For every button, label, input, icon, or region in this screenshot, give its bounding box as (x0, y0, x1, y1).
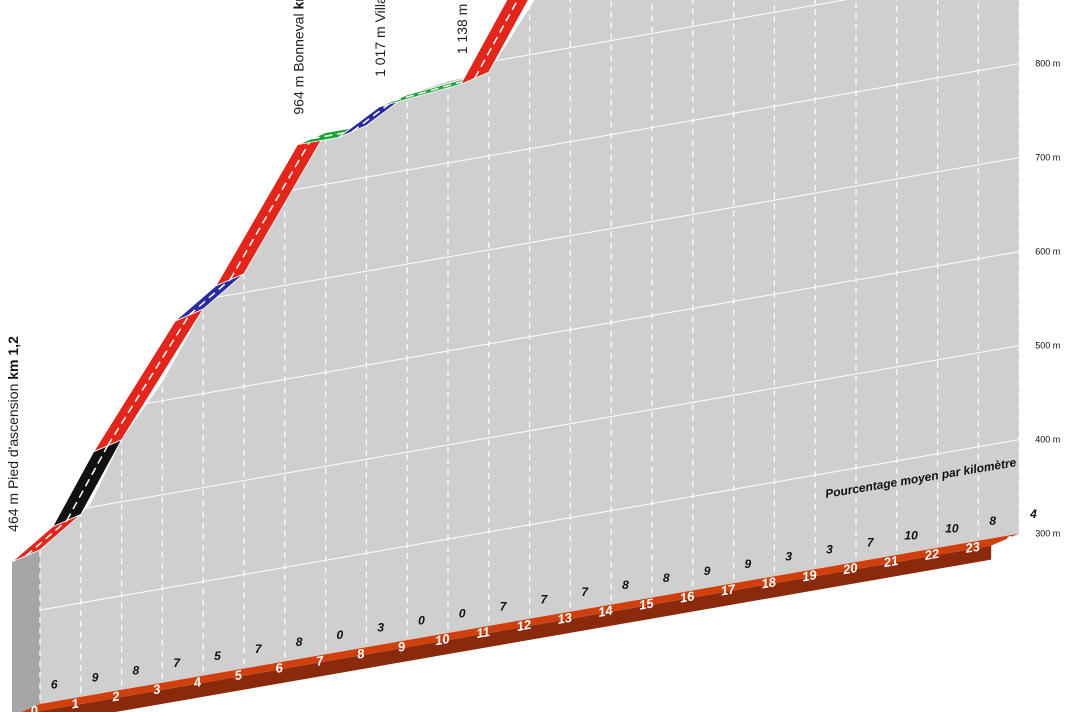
road-surface (11, 0, 529, 563)
km-tick-label: 3 (152, 681, 162, 697)
percentage-label: 8 (133, 663, 140, 677)
road-centerline (229, 138, 313, 281)
percentage-label: 0 (418, 614, 425, 628)
km-tick-label: 19 (801, 567, 819, 584)
km-tick-label: 24 (1004, 531, 1023, 549)
km-tick-label: 11 (475, 624, 491, 641)
altitude-tick-label: 500 m (1035, 341, 1060, 351)
percentage-label: 0 (459, 607, 466, 621)
km-tick-label: 16 (679, 588, 697, 605)
altitude-gridline (39, 0, 308, 47)
waypoint-label: 1 138 m La Thuile km 1 (454, 0, 470, 54)
percentage-label: 3 (826, 543, 833, 557)
road-centerline (66, 445, 109, 521)
km-tick-label: 13 (556, 610, 574, 627)
percentage-label: 3 (377, 621, 384, 635)
road-centerline (351, 100, 394, 133)
km-tick-label: 15 (638, 595, 656, 612)
km-base-strip: 0 1 2 3 4 5 6 7 8 9 10 11 12 13 14 15 16 17 18 19 20 21 22 23 24 (21, 531, 1023, 712)
km-tick-label: 22 (922, 546, 941, 564)
percentage-label: 9 (704, 564, 711, 578)
waypoints: 464 m Pied d'ascension km 1,2 964 m Bonne… (5, 0, 470, 532)
km-tick-label: 6 (274, 660, 284, 676)
waypoint-km: km 8,3 (291, 0, 307, 13)
road-centerline (311, 130, 353, 140)
road-centerline (474, 0, 519, 79)
percentage-label: 7 (867, 536, 875, 550)
altitude-gridline (39, 0, 848, 141)
percentage-label: 8 (296, 635, 303, 649)
percentage-label: 10 (945, 521, 959, 535)
percentage-label: 3 (785, 550, 792, 564)
altitude-tick-label: 800 m (1035, 59, 1060, 69)
altitude-tick-label: 400 m (1035, 435, 1060, 445)
waypoint-km: km 1,2 (5, 336, 21, 384)
waypoint-label: 964 m Bonneval km 8,3 (291, 0, 307, 115)
percentage-label: 9 (745, 557, 752, 571)
percentage-label: 10 (904, 528, 918, 542)
waypoint-label: 1 017 m Villard-Benoit km 9,9 (372, 0, 388, 77)
altitude-gridline (39, 345, 1020, 517)
percentage-label: 8 (989, 514, 996, 528)
percentage-label: 8 (622, 578, 629, 592)
km-tick-label: 2 (110, 688, 121, 704)
percentage-label: 7 (173, 656, 181, 670)
km-tick-label: 0 (29, 702, 39, 712)
percentage-label: 7 (500, 599, 508, 613)
waypoint-altitude: 964 m Bonneval (291, 13, 307, 114)
km-tick-label: 12 (515, 617, 533, 634)
road-centerline (188, 279, 231, 316)
km-tick-label: 10 (434, 631, 452, 648)
km-tick-label: 9 (397, 639, 407, 655)
km-tick-label: 17 (719, 581, 737, 598)
percentage-label: 9 (92, 670, 99, 684)
percentage-label: 5 (214, 649, 221, 663)
percentage-label: 8 (663, 571, 670, 585)
percentage-label: 7 (581, 585, 589, 599)
km-tick-label: 4 (192, 674, 203, 690)
km-tick-label: 18 (760, 574, 778, 591)
percentage-label: 0 (337, 628, 344, 642)
altitude-tick-label: 700 m (1035, 153, 1060, 163)
km-tick-label: 21 (882, 553, 900, 570)
profile-side-face (12, 549, 40, 712)
waypoint-altitude: 1 017 m Villard-Benoit (372, 0, 388, 77)
percentage-label: 4 (1029, 507, 1037, 521)
km-tick-label: 23 (963, 539, 982, 557)
km-tick-label: 8 (356, 646, 366, 662)
km-tick-label: 1 (70, 695, 80, 711)
altitude-tick-label: 600 m (1035, 247, 1060, 257)
road-centerline (25, 519, 68, 557)
waypoint-altitude: 1 138 m La Thuile (454, 0, 470, 54)
km-tick-label: 7 (315, 653, 325, 669)
altitude-tick-label: 300 m (1035, 529, 1060, 539)
km-tick-label: 20 (841, 560, 860, 578)
base-strip (21, 533, 1020, 712)
road-centerline (392, 77, 476, 102)
percentage-label: 7 (541, 592, 549, 606)
percentage-label: 7 (255, 642, 263, 656)
km-tick-label: 14 (597, 602, 615, 619)
km-tick-label: 5 (233, 667, 243, 683)
waypoint-altitude: 464 m Pied d'ascension (5, 384, 21, 532)
grid (39, 0, 1020, 700)
percentage-label: 6 (51, 678, 58, 692)
waypoint-label: 464 m Pied d'ascension km 1,2 (5, 336, 21, 532)
